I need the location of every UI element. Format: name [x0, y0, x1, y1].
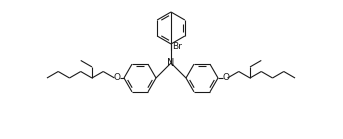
- Text: O: O: [113, 74, 120, 83]
- Text: Br: Br: [172, 42, 182, 51]
- Text: N: N: [167, 58, 175, 68]
- Text: O: O: [222, 74, 229, 83]
